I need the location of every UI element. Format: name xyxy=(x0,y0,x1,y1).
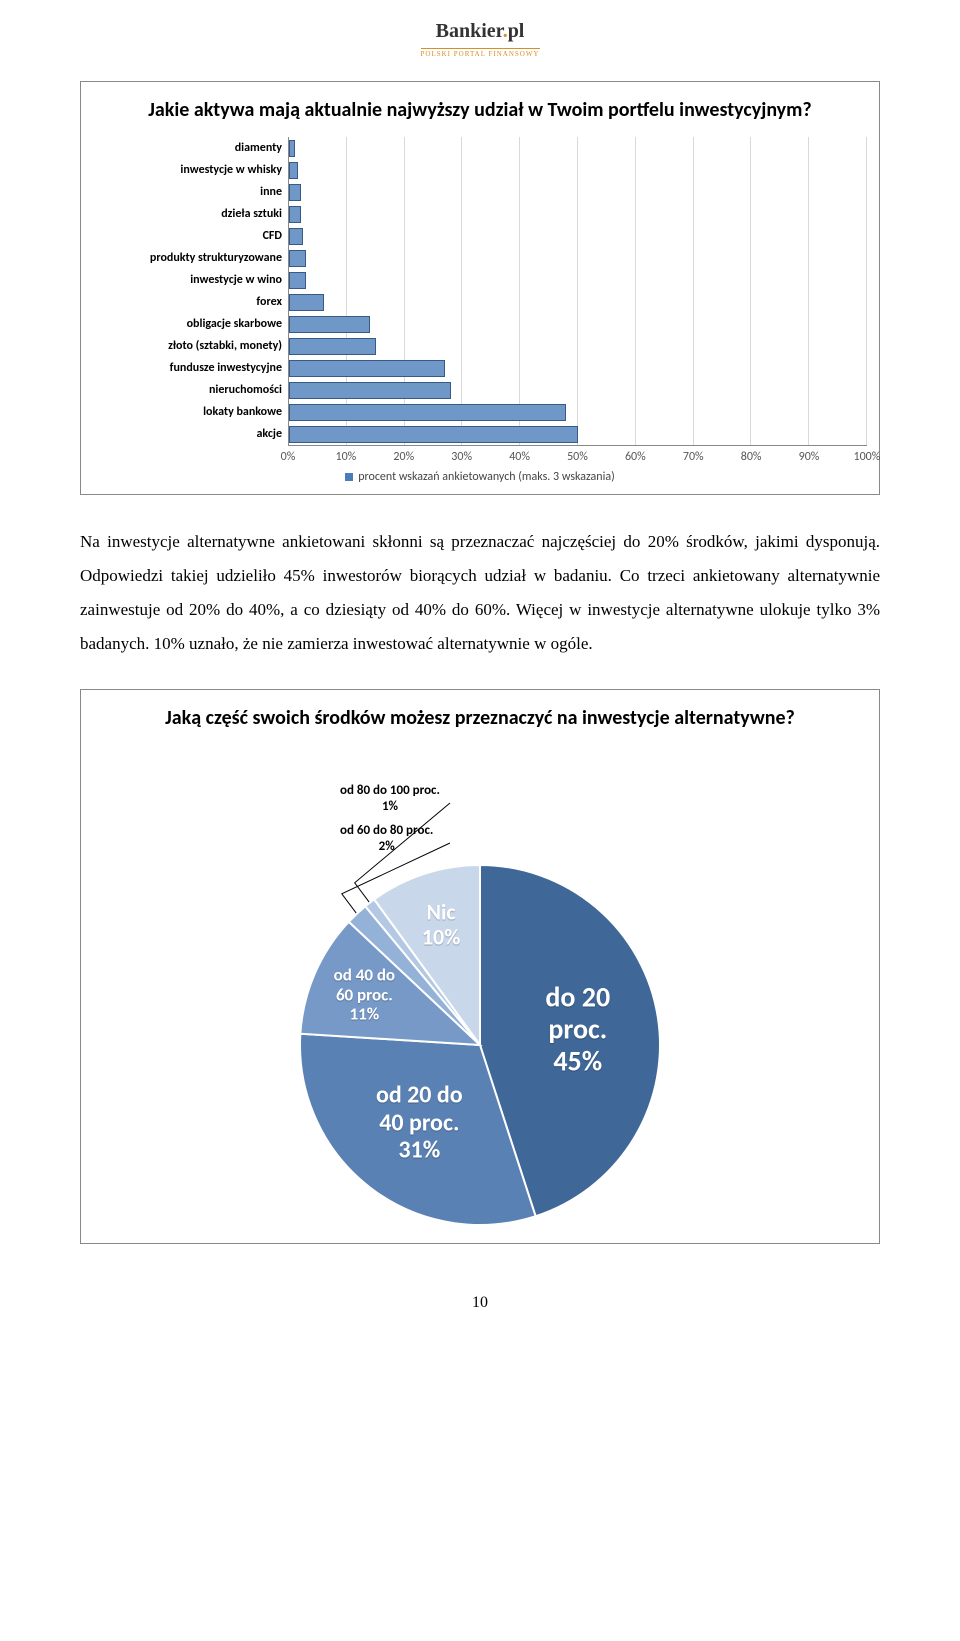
bar-category-label: inwestycje w whisky xyxy=(93,159,288,181)
bar-category-label: obligacje skarbowe xyxy=(93,313,288,335)
bar-category-label: akcje xyxy=(93,423,288,445)
legend-swatch-icon xyxy=(345,473,353,481)
pie-slice-label: do 20proc.45% xyxy=(545,981,610,1078)
bar-category-label: produkty strukturyzowane xyxy=(93,247,288,269)
x-axis-tick: 60% xyxy=(606,450,664,464)
bar-row xyxy=(289,291,867,313)
pie-slice-label: od 20 do40 proc.31% xyxy=(376,1082,463,1165)
page-number: 10 xyxy=(80,1294,880,1312)
bar-chart-title: Jakie aktywa mają aktualnie najwyższy ud… xyxy=(93,90,867,137)
logo-name: Bankier.pl xyxy=(80,20,880,43)
bar-row xyxy=(289,225,867,247)
bar-row xyxy=(289,423,867,445)
bar-chart-bars xyxy=(289,137,867,445)
logo-text-b: pl xyxy=(508,20,525,42)
bar-row xyxy=(289,357,867,379)
bar-category-label: diamenty xyxy=(93,137,288,159)
body-paragraph: Na inwestycje alternatywne ankietowani s… xyxy=(80,525,880,661)
pie-slice-label: Nic10% xyxy=(422,900,460,951)
x-axis-tick: 70% xyxy=(664,450,722,464)
logo-tagline: POLSKI PORTAL FINANSOWY xyxy=(421,48,540,58)
bar-category-label: lokaty bankowe xyxy=(93,401,288,423)
site-logo: Bankier.pl POLSKI PORTAL FINANSOWY xyxy=(80,20,880,61)
bar-category-label: CFD xyxy=(93,225,288,247)
bar-category-label: nieruchomości xyxy=(93,379,288,401)
bar-category-label: forex xyxy=(93,291,288,313)
x-axis-tick: 100% xyxy=(838,450,896,464)
bar-chart-body: diamentyinwestycje w whiskyinnedzieła sz… xyxy=(93,137,867,446)
x-axis-tick: 90% xyxy=(780,450,838,464)
x-axis-tick: 40% xyxy=(491,450,549,464)
bar xyxy=(289,272,306,289)
legend-text: procent wskazań ankietowanych (maks. 3 w… xyxy=(358,470,615,484)
bar xyxy=(289,140,295,157)
bar-chart: Jakie aktywa mają aktualnie najwyższy ud… xyxy=(80,81,880,495)
x-axis-tick: 30% xyxy=(433,450,491,464)
bar xyxy=(289,316,370,333)
bar-row xyxy=(289,247,867,269)
logo-text-a: Bankier xyxy=(436,20,503,42)
x-axis-tick: 20% xyxy=(375,450,433,464)
bar xyxy=(289,206,301,223)
bar-category-label: dzieła sztuki xyxy=(93,203,288,225)
bar-chart-legend: procent wskazań ankietowanych (maks. 3 w… xyxy=(93,464,867,486)
bar-row xyxy=(289,137,867,159)
bar-chart-x-axis: 0%10%20%30%40%50%60%70%80%90%100% xyxy=(288,446,867,464)
pie-chart-plot: do 20proc.45% od 20 do40 proc.31% od 40 do… xyxy=(93,745,867,1235)
bar xyxy=(289,162,298,179)
bar-chart-plot xyxy=(288,137,867,446)
bar-row xyxy=(289,313,867,335)
x-axis-tick: 50% xyxy=(549,450,607,464)
bar xyxy=(289,360,445,377)
bar xyxy=(289,426,578,443)
bar-category-label: fundusze inwestycyjne xyxy=(93,357,288,379)
bar xyxy=(289,404,566,421)
pie-chart-title: Jaką część swoich środków możesz przezna… xyxy=(93,698,867,745)
x-axis-tick: 10% xyxy=(317,450,375,464)
bar xyxy=(289,382,451,399)
bar-category-label: inne xyxy=(93,181,288,203)
pie-chart: Jaką część swoich środków możesz przezna… xyxy=(80,689,880,1244)
bar-row xyxy=(289,181,867,203)
bar xyxy=(289,250,306,267)
bar-category-label: inwestycje w wino xyxy=(93,269,288,291)
x-axis-tick: 80% xyxy=(722,450,780,464)
bar-category-label: złoto (sztabki, monety) xyxy=(93,335,288,357)
pie-callout-label: od 80 do 100 proc.1% xyxy=(340,783,440,814)
bar-row xyxy=(289,335,867,357)
bar-row xyxy=(289,159,867,181)
bar-row xyxy=(289,379,867,401)
bar xyxy=(289,338,376,355)
bar-row xyxy=(289,203,867,225)
bar-chart-y-labels: diamentyinwestycje w whiskyinnedzieła sz… xyxy=(93,137,288,446)
bar-row xyxy=(289,401,867,423)
x-axis-tick: 0% xyxy=(259,450,317,464)
bar xyxy=(289,184,301,201)
bar-row xyxy=(289,269,867,291)
pie-callout-label: od 60 do 80 proc.2% xyxy=(340,823,433,854)
pie-slice-label: od 40 do60 proc.11% xyxy=(334,966,395,1025)
bar xyxy=(289,294,324,311)
bar xyxy=(289,228,303,245)
